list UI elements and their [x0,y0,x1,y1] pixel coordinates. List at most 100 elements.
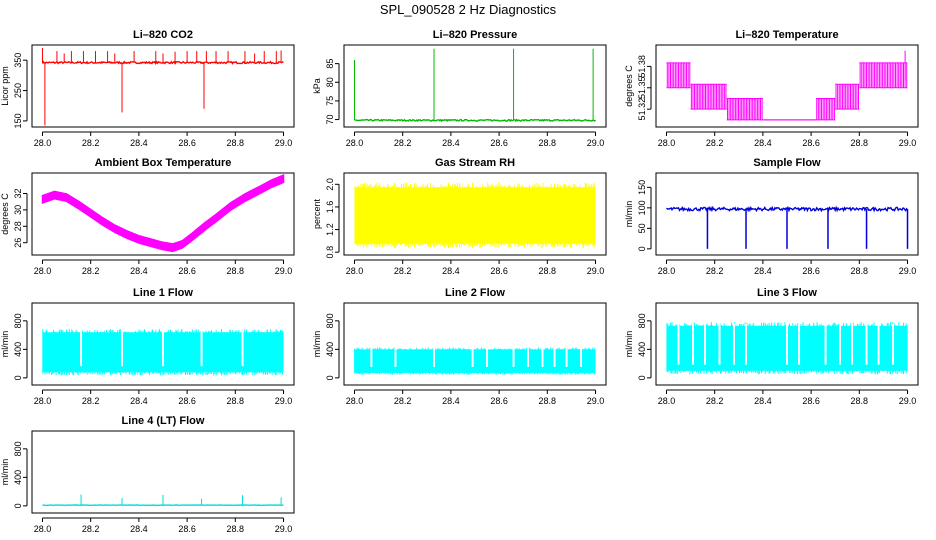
y-axis-label: degrees C [624,65,634,107]
chart-title: Gas Stream RH [435,157,515,169]
gap-mark [512,347,515,367]
chart-title: Li–820 Pressure [433,29,517,41]
x-tick-label: 29.0 [275,524,293,534]
x-tick-label: 28.8 [227,266,245,276]
plot-frame [655,44,919,128]
gap-mark [732,323,735,365]
figure-title: SPL_090528 2 Hz Diagnostics [379,2,557,17]
y-axis-label: degrees C [0,193,10,235]
y-tick-label: 30 [13,205,23,215]
y-axis-label: ml/min [624,331,634,358]
x-tick-label: 28.6 [178,524,196,534]
series-line4 [42,494,284,507]
y-tick-label: 0.8 [325,246,335,259]
y-tick-label: 150 [13,113,23,128]
gap-mark [865,323,868,365]
y-tick-label: 80 [325,77,335,87]
chart-title: Ambient Box Temperature [95,157,232,169]
x-tick-label: 28.0 [34,396,52,406]
y-tick-label: 250 [13,83,23,98]
x-axis: 28.0 28.2 28.4 28.6 28.8 29.0 [658,259,917,276]
plot-frame [31,44,295,128]
gap-mark [80,330,83,367]
chart-title: Li–820 CO2 [133,29,193,41]
x-tick-label: 28.6 [178,396,196,406]
y-tick-label: 400 [637,342,647,357]
x-tick-label: 28.2 [82,138,100,148]
x-tick-label: 28.0 [346,138,364,148]
x-tick-label: 28.8 [227,524,245,534]
x-tick-label: 28.6 [802,138,820,148]
y-tick-label: 0 [637,375,647,380]
x-tick-label: 28.0 [346,266,364,276]
y-tick-label: 350 [13,53,23,68]
chart-rh: Gas Stream RH 28.0 28.2 28.4 28.6 28.8 29.0 0.8… [312,157,607,276]
x-axis: 28.0 28.2 28.4 28.6 28.8 29.0 [34,131,292,148]
series-co2 [41,48,284,126]
chart-line2: Line 2 Flow 28.0 28.2 28.4 28.6 28.8 29.0 0 400 8… [312,287,607,406]
series-line3 [666,322,908,375]
x-tick-label: 29.0 [899,138,917,148]
x-tick-label: 29.0 [275,266,293,276]
series-rh [354,182,596,249]
x-tick-label: 28.2 [706,396,724,406]
x-tick-label: 28.4 [442,138,460,148]
y-tick-label: 28 [13,221,23,231]
x-tick-label: 28.2 [82,266,100,276]
series-line1 [42,328,284,376]
x-tick-label: 28.4 [130,138,148,148]
x-axis: 28.0 28.2 28.4 28.6 28.8 29.0 [346,389,604,406]
y-tick-label: 85 [325,59,335,69]
y-tick-label: 100 [637,200,647,215]
y-tick-label: 51.38 [637,55,647,78]
gap-mark [541,347,544,367]
gap-mark [704,323,707,365]
x-tick-label: 28.4 [130,396,148,406]
plot-frame [343,302,607,386]
x-tick-label: 28.4 [754,266,772,276]
y-tick-label: 0 [13,375,23,380]
y-tick-label: 800 [637,313,647,328]
y-tick-label: 0 [325,375,335,380]
plot-frame [31,430,295,514]
series-ambient [41,173,285,253]
plot-frame [31,172,295,256]
gap-mark [798,323,801,365]
gap-mark [486,347,489,367]
y-tick-label: 70 [325,115,335,125]
y-axis-label: ml/min [0,331,10,358]
gap-mark [691,323,694,365]
gap-mark [527,347,530,367]
series-band [41,173,285,253]
y-axis-label: percent [312,198,322,229]
series-line [354,118,596,123]
gap-mark [892,323,895,365]
x-tick-label: 28.6 [178,138,196,148]
y-axis-label: ml/min [312,331,322,358]
gap-mark [121,330,124,367]
x-tick-label: 28.0 [658,266,676,276]
x-tick-label: 28.0 [658,138,676,148]
gap-mark [877,323,880,365]
plot-frame [343,172,607,256]
x-axis: 28.0 28.2 28.4 28.6 28.8 29.0 [346,259,604,276]
x-tick-label: 28.8 [851,396,869,406]
x-tick-label: 28.0 [658,396,676,406]
series-line2 [354,347,596,375]
y-tick-label: 51.35 [637,77,647,100]
y-tick-label: 75 [325,96,335,106]
chart-title: Li–820 Temperature [735,29,838,41]
x-tick-label: 28.8 [539,266,557,276]
series-fill [354,187,596,244]
x-tick-label: 28.4 [442,396,460,406]
x-tick-label: 29.0 [899,266,917,276]
gap-mark [677,323,680,365]
y-tick-label: 0 [13,503,23,508]
chart-sample: Sample Flow 28.0 28.2 28.4 28.6 28.8 29.0 0 50 10… [624,157,919,276]
